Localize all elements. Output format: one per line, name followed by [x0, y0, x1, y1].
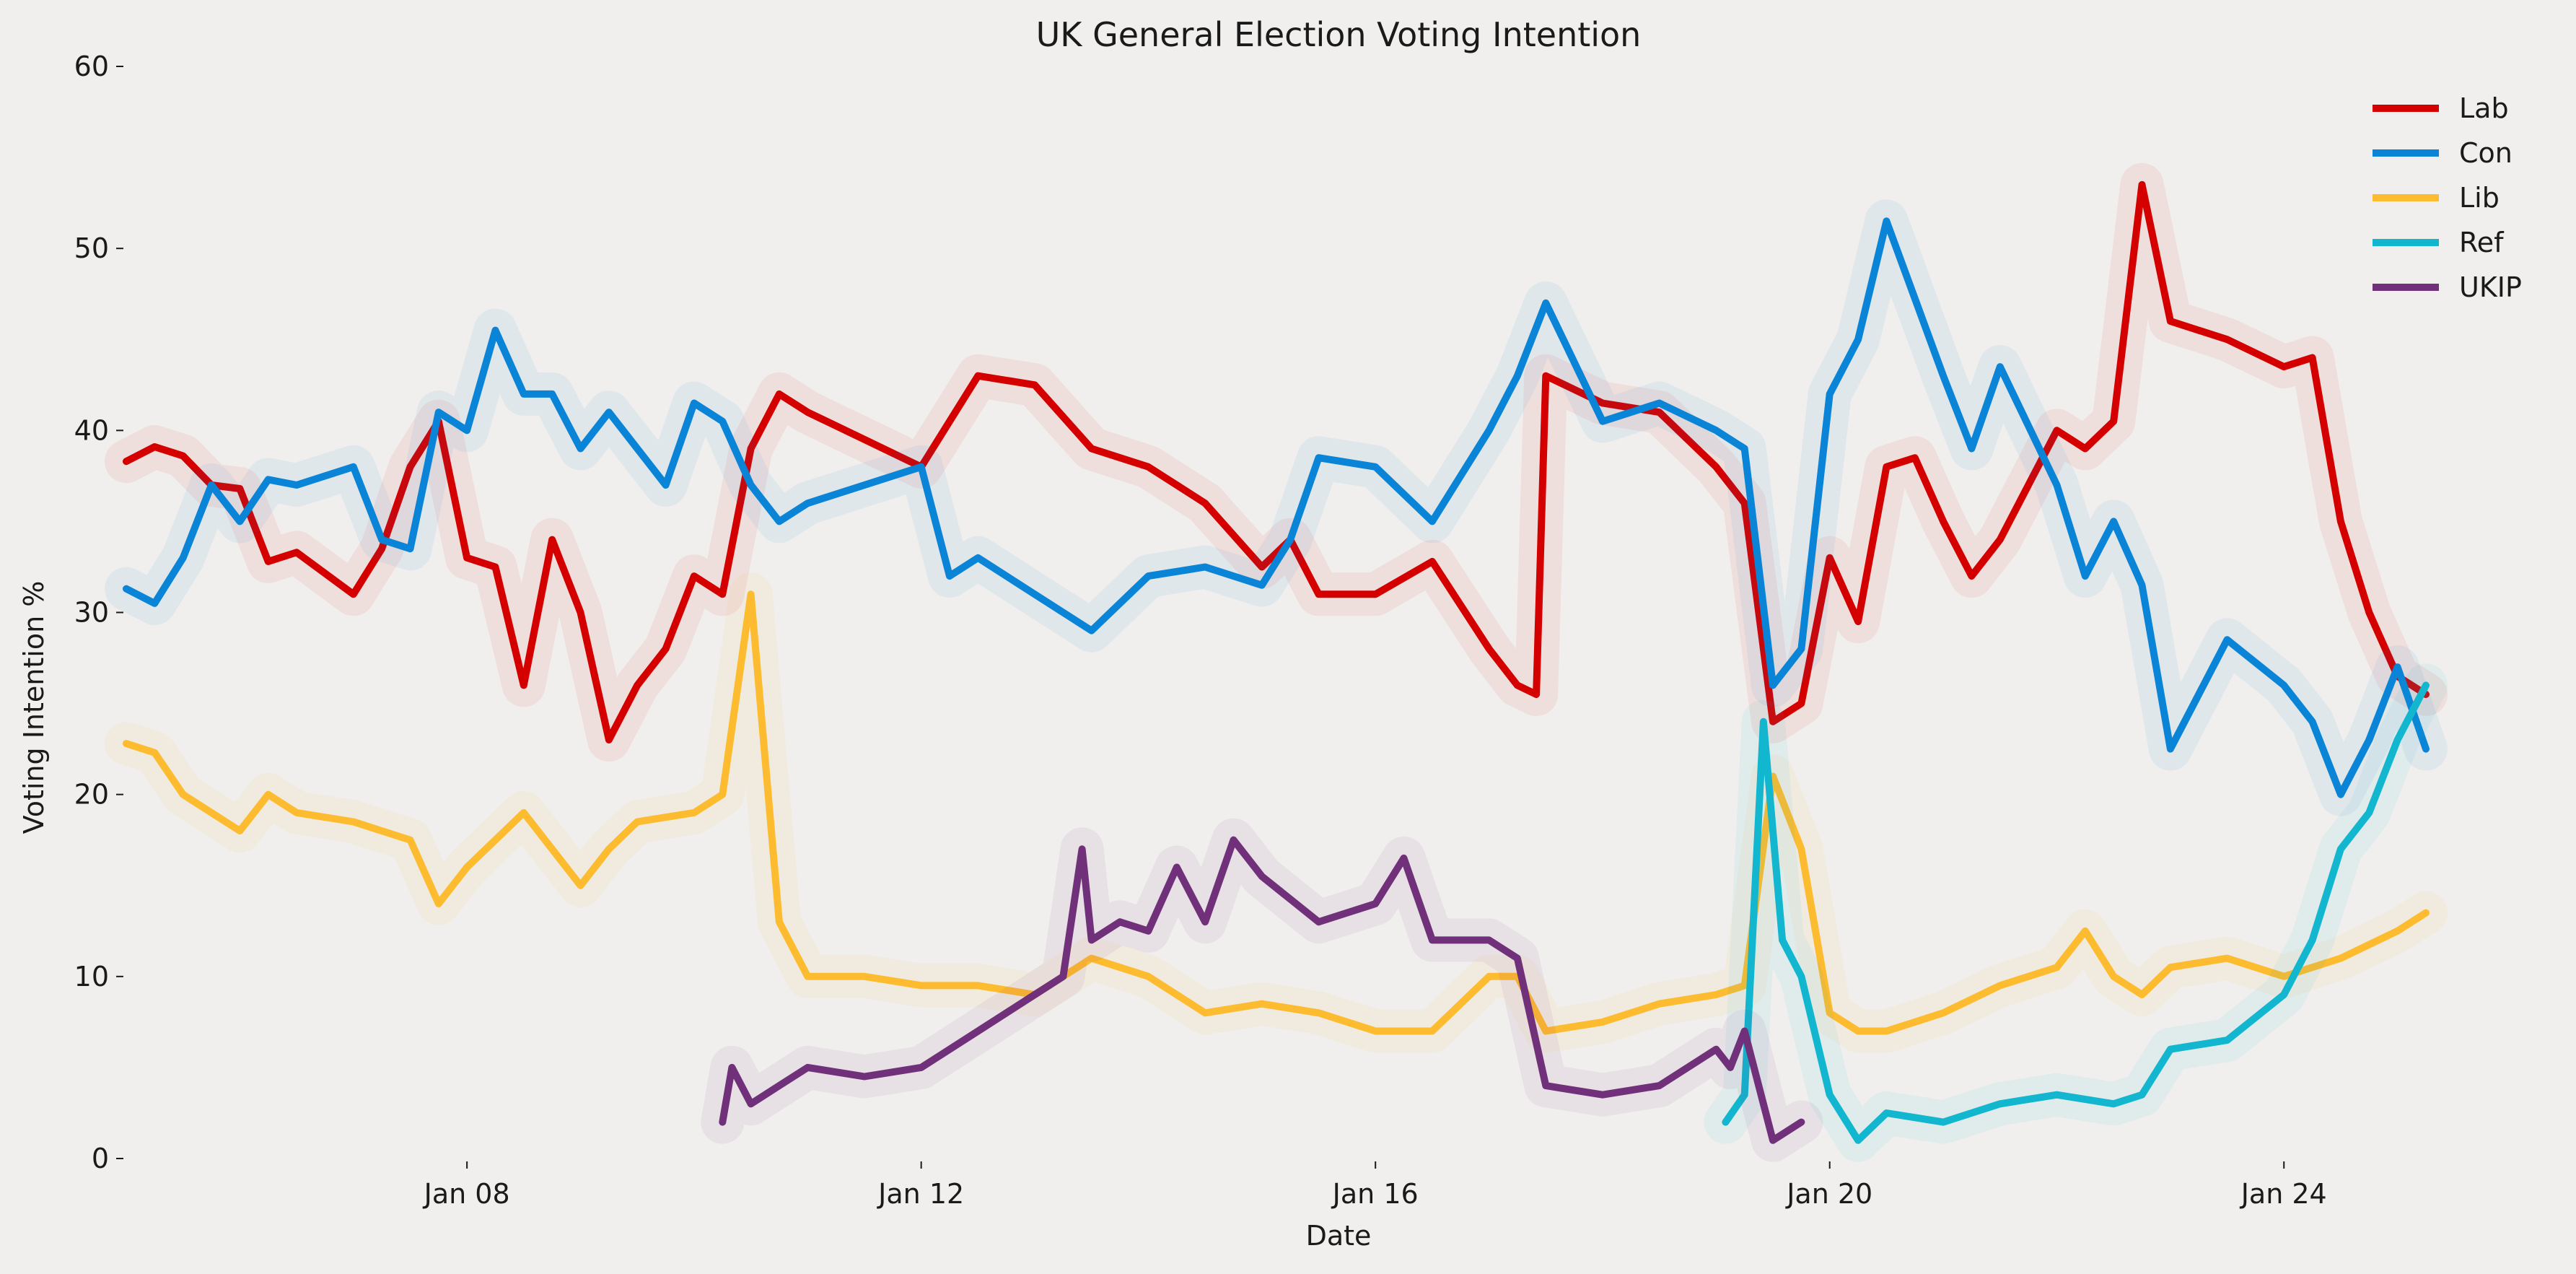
x-tick-label: Jan 24: [2240, 1178, 2327, 1210]
x-axis-title: Date: [1306, 1220, 1372, 1252]
legend-label-con: Con: [2459, 137, 2513, 169]
y-tick-label: 10: [74, 961, 109, 992]
series-halo-lib: [105, 572, 2448, 1053]
y-axis-title: Voting Intention %: [18, 581, 50, 834]
series-line-con: [123, 217, 2430, 798]
y-tick-label: 50: [74, 232, 109, 264]
y-tick-label: 0: [92, 1143, 109, 1174]
legend-label-lab: Lab: [2459, 92, 2509, 124]
legend-label-ukip: UKIP: [2459, 271, 2522, 303]
y-tick-label: 60: [74, 51, 109, 82]
y-tick-label: 40: [74, 414, 109, 446]
y-tick-label: 20: [74, 779, 109, 811]
legend-label-ref: Ref: [2459, 227, 2505, 258]
x-tick-label: Jan 20: [1785, 1178, 1872, 1210]
chart-title: UK General Election Voting Intention: [1036, 15, 1642, 54]
series-layer: [105, 162, 2448, 1162]
x-tick-label: Jan 16: [1331, 1178, 1419, 1210]
x-tick-label: Jan 12: [877, 1178, 964, 1210]
series-line-ukip: [719, 836, 1805, 1144]
series-line-lib: [123, 590, 2430, 1035]
legend-label-lib: Lib: [2459, 182, 2500, 214]
x-axis: Jan 08 Jan 12 Jan 16 Jan 20 Jan 24: [423, 1161, 2327, 1210]
series-line-lab: [123, 180, 2430, 743]
x-tick-label: Jan 08: [423, 1178, 510, 1210]
series-halo-lab: [105, 162, 2448, 762]
legend: Lab Con Lib Ref UKIP: [2373, 92, 2522, 303]
series-line-ref: [1722, 681, 2430, 1144]
y-tick-label: 30: [74, 597, 109, 629]
y-axis: 0 10 20 30 40 50 60: [74, 51, 123, 1174]
